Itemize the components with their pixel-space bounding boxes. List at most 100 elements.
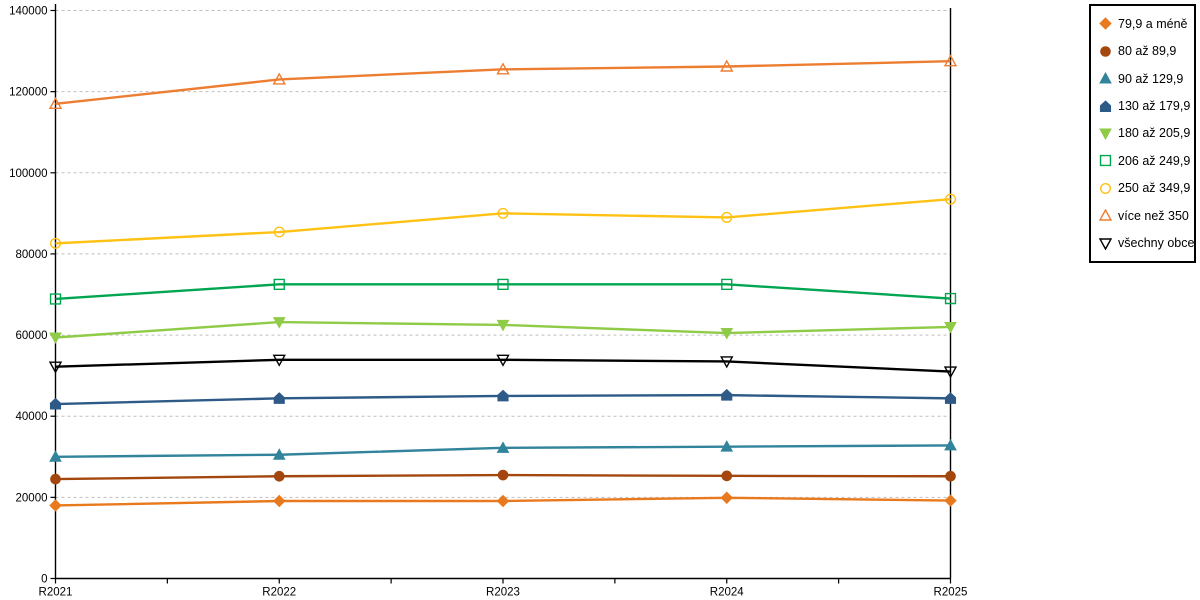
series-point-80-až-89-9-R2023	[497, 469, 509, 481]
series-point-130-až-179-9-R2025	[944, 392, 957, 404]
series-point-79-9-a-méně-R2023	[496, 494, 510, 508]
series-point-130-až-179-9-R2022	[273, 392, 285, 404]
y-tick-label-140000: 140000	[9, 6, 47, 18]
legend-label: 250 až 349,9	[1118, 181, 1191, 196]
x-tick-label-R2021: R2021	[39, 587, 73, 599]
series-line-více-než-350	[55, 60, 951, 106]
series-point-180-až-205-9-R2025	[944, 321, 957, 334]
series-point-80-až-89-9-R2021	[50, 473, 61, 485]
x-tick-label-R2024: R2024	[710, 587, 744, 599]
legend-item-90-až-129-9[interactable]: 90 až 129,9	[1099, 67, 1194, 91]
series-point-180-až-205-9-R2022	[272, 317, 286, 329]
series-point-všechny-obce-R2022	[272, 354, 286, 367]
x-tick-label-R2023: R2023	[486, 587, 520, 599]
series-point-79-9-a-méně-R2025	[944, 494, 957, 507]
legend-item-180-až-205-9[interactable]: 180 až 205,9	[1099, 121, 1194, 145]
series-point-79-9-a-méně-R2024	[720, 491, 733, 504]
series-point-90-až-129-9-R2021	[49, 450, 62, 462]
legend-item-206-až-249-9[interactable]: 206 až 249,9	[1099, 149, 1194, 173]
series-point-všechny-obce-R2023	[496, 354, 510, 367]
x-tick-label-R2025: R2025	[934, 587, 968, 599]
legend-item-všechny-obce[interactable]: všechny obce	[1099, 231, 1194, 255]
series-point-130-až-179-9-R2021	[49, 397, 62, 410]
square-marker-icon	[1099, 155, 1112, 167]
series-point-250-až-349-9-R2021	[49, 237, 62, 249]
series-point-79-9-a-méně-R2021	[49, 499, 62, 512]
triangle-glyph	[1099, 72, 1112, 84]
legend-label: 90 až 129,9	[1118, 71, 1184, 86]
legend-item-více-než-350[interactable]: více než 350	[1099, 204, 1194, 228]
series-line-250-až-349-9	[55, 197, 951, 245]
legend-item-79-9-a-méně[interactable]: 79,9 a méně	[1099, 12, 1194, 36]
tridown-glyph	[1099, 128, 1112, 140]
triangle-marker-icon	[1099, 209, 1112, 221]
series-point-více-než-350-R2022	[272, 72, 286, 85]
y-tick-label-120000: 120000	[9, 87, 47, 99]
circle-glyph	[1100, 45, 1111, 57]
series-point-více-než-350-R2025	[943, 54, 958, 67]
diamond-marker-icon	[1099, 17, 1112, 30]
legend-label: 206 až 249,9	[1118, 153, 1191, 168]
y-tick-label-0: 0	[41, 574, 47, 586]
plot-area: 0 20000 40000 60000 80000 100000 120000 140000 R…	[9, 4, 968, 599]
series-point-všechny-obce-R2021	[48, 361, 63, 374]
y-tick-label-100000: 100000	[9, 168, 47, 180]
pentagon-glyph	[1099, 99, 1112, 112]
legend-label: všechny obce	[1118, 236, 1195, 251]
y-tick-label-80000: 80000	[16, 249, 48, 261]
series-point-79-9-a-méně-R2022	[273, 494, 286, 508]
legend-item-130-až-179-9[interactable]: 130 až 179,9	[1099, 94, 1194, 118]
series-point-180-až-205-9-R2024	[720, 328, 734, 340]
series-point-180-až-205-9-R2021	[49, 332, 62, 345]
series-point-80-až-89-9-R2024	[721, 470, 733, 482]
y-tick-label-60000: 60000	[16, 330, 48, 342]
pentagon-marker-icon	[1099, 99, 1112, 112]
triangle-glyph	[1099, 209, 1112, 221]
legend-label: 130 až 179,9	[1118, 99, 1191, 114]
y-tick-label-40000: 40000	[16, 411, 48, 423]
series-point-90-až-129-9-R2023	[496, 441, 510, 453]
series-point-všechny-obce-R2025	[943, 366, 958, 379]
circle-marker-icon	[1100, 45, 1111, 57]
legend-label: více než 350	[1118, 208, 1189, 223]
series-point-90-až-129-9-R2024	[720, 440, 734, 452]
legend-label: 80 až 89,9	[1118, 44, 1177, 59]
series-point-všechny-obce-R2024	[720, 356, 734, 369]
series-point-více-než-350-R2023	[496, 62, 510, 75]
series-line-206-až-249-9	[55, 283, 951, 301]
tridown-marker-icon	[1099, 238, 1112, 250]
series-point-více-než-350-R2021	[48, 96, 63, 110]
circle-glyph	[1099, 182, 1112, 194]
legend-item-250-až-349-9[interactable]: 250 až 349,9	[1099, 176, 1194, 200]
series-point-250-až-349-9-R2023	[497, 207, 509, 219]
diamond-glyph	[1099, 17, 1112, 30]
legend-box: 79,9 a méně 80 až 89,9 90 až 129,9 130 až 1…	[1089, 4, 1196, 263]
series-point-206-až-249-9-R2021	[49, 293, 62, 305]
series-point-130-až-179-9-R2023	[497, 389, 509, 402]
y-tick-label-20000: 20000	[16, 492, 48, 504]
triangle-marker-icon	[1099, 72, 1112, 84]
series-point-206-až-249-9-R2022	[273, 278, 285, 291]
series-point-180-až-205-9-R2023	[496, 319, 510, 332]
tridown-glyph	[1099, 238, 1112, 250]
series-point-250-až-349-9-R2024	[721, 211, 733, 223]
legend-item-80-až-89-9[interactable]: 80 až 89,9	[1099, 39, 1194, 63]
tridown-marker-icon	[1099, 128, 1112, 140]
legend-label: 180 až 205,9	[1118, 126, 1191, 141]
series-line-všechny-obce	[55, 358, 951, 373]
series-point-80-až-89-9-R2025	[945, 470, 956, 482]
series-point-206-až-249-9-R2024	[721, 278, 733, 291]
series-point-250-až-349-9-R2025	[944, 193, 957, 205]
series-point-80-až-89-9-R2022	[273, 470, 285, 482]
series-point-206-až-249-9-R2023	[497, 278, 509, 291]
circle-marker-icon	[1099, 182, 1112, 194]
legend-label: 79,9 a méně	[1118, 16, 1188, 31]
square-glyph	[1099, 155, 1112, 167]
series-point-130-až-179-9-R2024	[721, 388, 733, 401]
series-point-250-až-349-9-R2022	[273, 226, 285, 238]
x-tick-label-R2022: R2022	[262, 587, 296, 599]
series-point-90-až-129-9-R2022	[272, 448, 286, 460]
series-point-90-až-129-9-R2025	[944, 438, 957, 451]
series-point-více-než-350-R2024	[720, 59, 734, 72]
